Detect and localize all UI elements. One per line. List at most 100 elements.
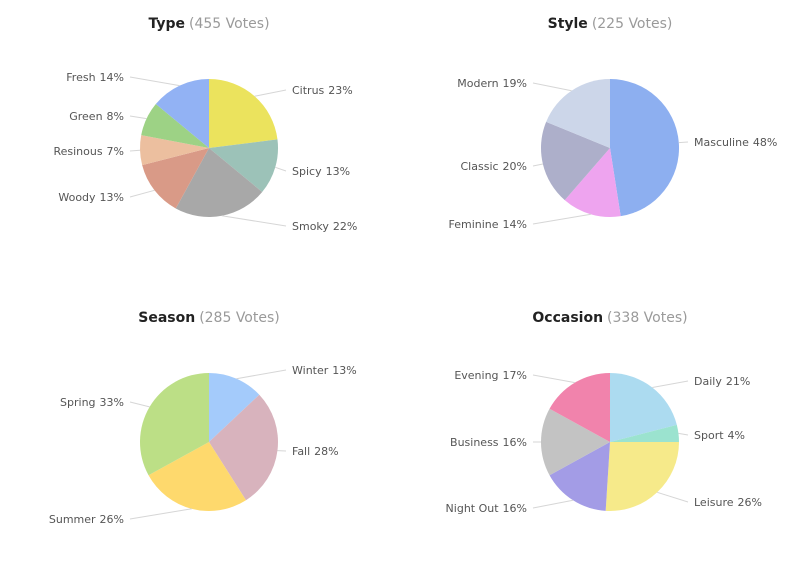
pie-slice-fall[interactable] [209,394,278,501]
leader-line [236,369,287,380]
pie-chart-occasion: Occasion (338 Votes) Daily 21% Sport 4% Leisur… [446,310,762,515]
slice-label-name: Feminine [449,218,499,231]
leader-line [129,189,155,198]
vote-count: (225 Votes) [592,16,673,32]
slice-label-percent: 17% [503,369,527,382]
slice-label-name: Woody [58,191,96,204]
slice-label-percent: 20% [503,160,527,173]
chart-title-text: Type [148,16,185,32]
pie-slice-fresh[interactable] [155,79,209,148]
pie-slice-leisure[interactable] [605,442,679,511]
pie-slice-woody[interactable] [142,148,209,209]
slice-label-percent: 14% [503,218,527,231]
pie-slice-spring[interactable] [139,373,209,476]
pie-chart-type: Type (455 Votes) Citrus 23% Spicy 13% Smoky 22%… [53,16,357,233]
slice-label-spring: Spring 33% [60,396,124,409]
slice-label-percent: 23% [328,84,352,97]
slice-label-percent: 22% [333,220,357,233]
slice-label-name: Modern [457,77,498,90]
slice-label-leisure: Leisure 26% [694,496,762,509]
leader-line [129,149,141,152]
slice-label-percent: 13% [100,191,124,204]
slice-label-name: Night Out [446,502,500,515]
pie-slice-citrus[interactable] [209,79,278,148]
slice-label-percent: 16% [503,436,527,449]
slice-label-name: Classic [461,160,499,173]
slice-label-evening: Evening 17% [454,369,527,382]
slice-label-sport: Sport 4% [694,429,745,442]
leader-line [221,215,287,227]
slice-label-name: Spicy [292,165,322,178]
slice-label-percent: 26% [100,513,124,526]
slice-label-fall: Fall 28% [292,445,339,458]
leader-line [678,432,689,436]
slice-label-percent: 8% [107,110,124,123]
leader-line [532,163,543,167]
leader-line [129,76,180,87]
slice-label-name: Smoky [292,220,329,233]
slice-label-percent: 48% [753,136,777,149]
pie-slice-green[interactable] [141,104,209,148]
leader-line [129,401,150,408]
slice-label-name: Spring [60,396,96,409]
pie-slice-spicy[interactable] [209,139,279,192]
slice-label-winter: Winter 13% [292,364,357,377]
slice-label-daily: Daily 21% [694,375,750,388]
slice-label-name: Leisure [694,496,734,509]
pie-slice-resinous[interactable] [139,135,209,166]
pie-slice-feminine[interactable] [564,148,621,218]
chart-title-text: Season [138,310,195,326]
chart-title-text: Occasion [532,310,603,326]
slice-label-classic: Classic 20% [461,160,528,173]
leader-line [129,115,147,120]
slice-label-feminine: Feminine 14% [449,218,528,231]
slice-label-name: Fresh [66,71,95,84]
leader-line [678,141,689,144]
slice-label-smoky: Smoky 22% [292,220,357,233]
slice-label-modern: Modern 19% [457,77,527,90]
chart-title: Type (455 Votes) [148,16,269,32]
slice-label-name: Daily [694,375,722,388]
slice-label-name: Green [69,110,102,123]
chart-title: Style (225 Votes) [548,16,673,32]
slice-label-name: Sport [694,429,724,442]
slice-label-woody: Woody 13% [58,191,124,204]
pie-slice-masculine[interactable] [610,79,680,217]
slice-label-citrus: Citrus 23% [292,84,353,97]
pie-slice-smoky[interactable] [175,148,263,218]
slice-label-percent: 28% [314,445,338,458]
vote-count: (455 Votes) [189,16,270,32]
slice-label-night-out: Night Out 16% [446,502,527,515]
slice-label-resinous: Resinous 7% [53,145,124,158]
slice-label-name: Citrus [292,84,325,97]
pie-slice-business[interactable] [540,408,610,476]
chart-title: Season (285 Votes) [138,310,280,326]
pie-slice-evening[interactable] [549,373,610,442]
slice-label-name: Business [450,436,499,449]
pie-slice-daily[interactable] [610,373,677,442]
chart-title-text: Style [548,16,588,32]
slice-label-name: Resinous [53,145,102,158]
slice-label-percent: 13% [326,165,350,178]
pie-chart-season: Season (285 Votes) Winter 13% Fall 28% Summer 2… [49,310,357,526]
pie-slice-summer[interactable] [148,442,246,512]
pie-slice-modern[interactable] [546,79,610,148]
slice-label-fresh: Fresh 14% [66,71,124,84]
pie-slice-night-out[interactable] [549,442,610,511]
slice-label-percent: 26% [738,496,762,509]
slice-label-percent: 13% [332,364,356,377]
leader-line [532,213,591,225]
slice-label-name: Evening [454,369,498,382]
slice-label-name: Winter [292,364,329,377]
pie-slice-winter[interactable] [209,373,260,442]
leader-line [532,374,575,384]
vote-count: (285 Votes) [199,310,280,326]
slice-label-percent: 16% [503,502,527,515]
pie-slice-sport[interactable] [610,424,679,442]
slice-label-percent: 19% [503,77,527,90]
leader-line [532,82,572,92]
pie-slice-classic[interactable] [540,121,610,201]
slice-label-percent: 4% [728,429,745,442]
slice-label-business: Business 16% [450,436,527,449]
